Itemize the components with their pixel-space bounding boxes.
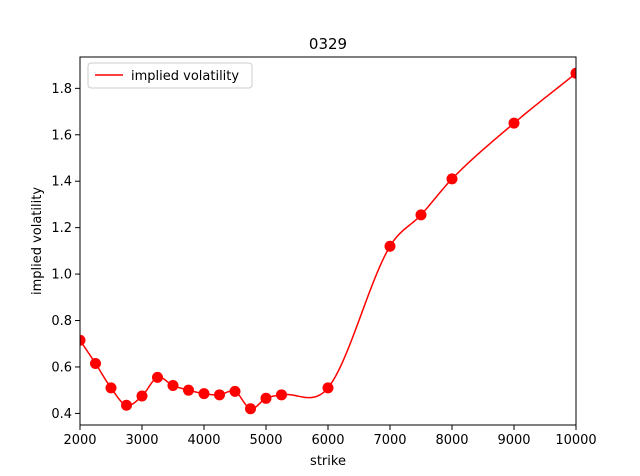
y-tick-label: 1.0 [51, 268, 72, 283]
x-tick-label: 6000 [311, 433, 344, 448]
x-tick-label: 9000 [497, 433, 530, 448]
data-point [136, 390, 148, 402]
x-tick-label: 10000 [555, 433, 596, 448]
x-axis-label: strike [310, 454, 346, 469]
data-point [229, 385, 241, 397]
y-tick-label: 1.4 [51, 175, 72, 190]
y-axis-label: implied volatility [30, 187, 45, 295]
x-tick-label: 8000 [435, 433, 468, 448]
data-point [90, 357, 101, 369]
data-point [570, 67, 576, 79]
data-point [183, 384, 194, 396]
x-tick-label: 5000 [249, 433, 282, 448]
data-point [415, 209, 427, 221]
legend-box [87, 62, 253, 89]
y-tick-label: 0.4 [51, 407, 72, 422]
y-tick-label: 1.8 [51, 82, 72, 97]
legend-entry: implied volatility [131, 69, 239, 84]
data-point [214, 389, 225, 401]
data-point [276, 389, 287, 401]
data-point [105, 382, 117, 394]
data-point [198, 388, 210, 400]
data-point [245, 403, 256, 415]
data-point [167, 380, 179, 392]
chart-title: 0329 [309, 35, 347, 53]
y-tick-label: 0.8 [51, 314, 72, 329]
data-point [260, 392, 272, 404]
data-point [384, 240, 396, 252]
x-tick-label: 4000 [187, 433, 220, 448]
x-tick-label: 3000 [125, 433, 158, 448]
data-point [322, 382, 334, 394]
y-tick-label: 1.6 [51, 128, 72, 143]
x-tick-label: 7000 [373, 433, 406, 448]
y-axis: 0.4 0.6 0.8 1.0 1.2 1.4 1.6 1.8 [51, 82, 80, 422]
data-point [446, 173, 458, 185]
x-tick-label: 2000 [63, 433, 96, 448]
x-axis: 2000 3000 4000 5000 6000 7000 8000 9000 10000 [63, 425, 597, 448]
y-tick-label: 1.2 [51, 221, 72, 236]
y-tick-label: 0.6 [51, 360, 72, 375]
data-point [80, 334, 86, 346]
data-point [508, 117, 520, 129]
data-point [121, 399, 132, 411]
data-point [152, 371, 163, 383]
legend: implied volatility [87, 62, 253, 89]
plot-area [79, 56, 577, 426]
